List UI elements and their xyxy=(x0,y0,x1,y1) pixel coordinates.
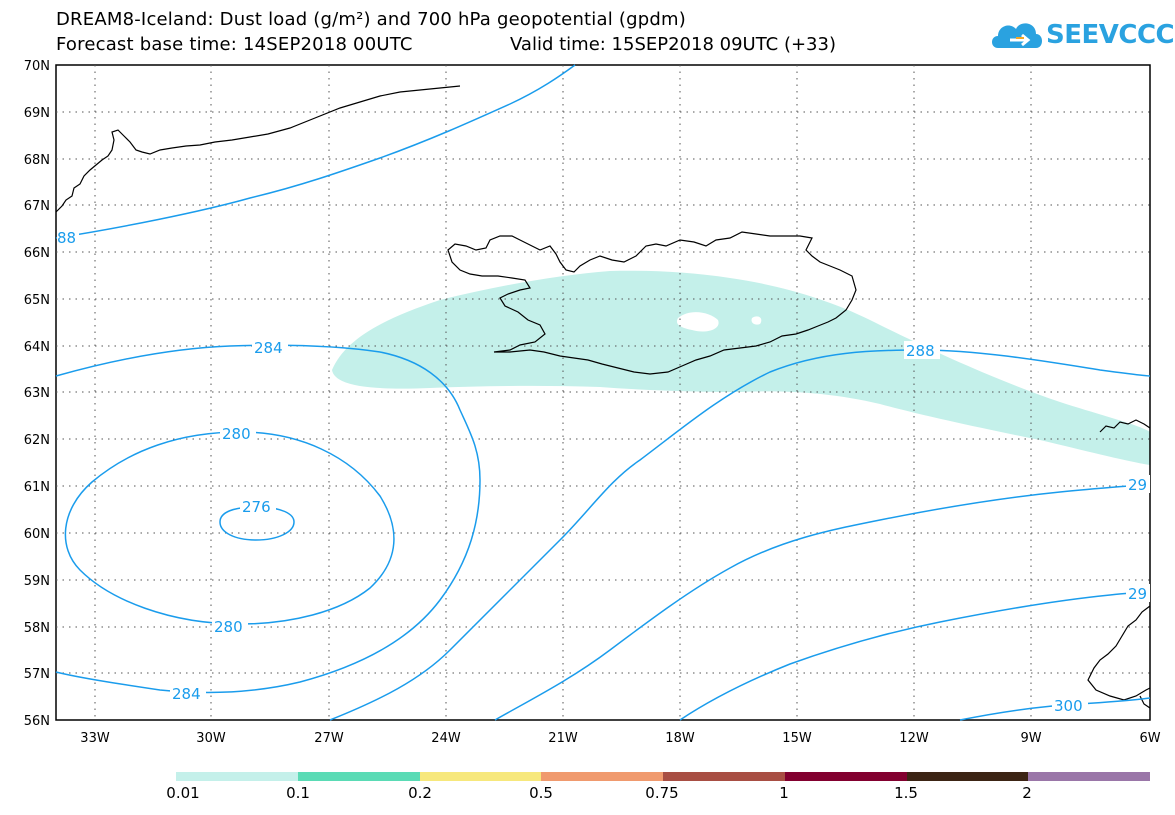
dust-region xyxy=(332,270,1150,465)
legend-tick: 0.01 xyxy=(166,784,200,802)
lat-label: 69N xyxy=(24,106,50,121)
map-title: DREAM8-Iceland: Dust load (g/m²) and 700… xyxy=(56,9,686,30)
coastline-scotland xyxy=(1087,605,1151,701)
latitude-labels: 70N 69N 68N 67N 66N 65N 64N 63N 62N 61N … xyxy=(24,59,50,729)
legend-tick: 0.2 xyxy=(408,784,432,802)
lat-label: 59N xyxy=(24,574,50,589)
lon-label: 27W xyxy=(314,731,344,746)
lon-label: 33W xyxy=(80,731,110,746)
legend-segment xyxy=(1028,772,1150,781)
lat-label: 62N xyxy=(24,433,50,448)
legend-tick: 0.1 xyxy=(286,784,310,802)
contour-280 xyxy=(64,431,395,625)
legend-tick: 0.75 xyxy=(645,784,679,802)
valid-time: Valid time: 15SEP2018 09UTC (+33) xyxy=(510,34,836,55)
contour-label-280-bottom: 280 xyxy=(214,618,243,636)
legend-colorbar xyxy=(176,772,1150,781)
contour-284 xyxy=(55,344,481,694)
legend-segment xyxy=(176,772,298,781)
legend-tick: 1.5 xyxy=(894,784,918,802)
contour-288-mid xyxy=(329,349,1151,721)
forecast-base-time: Forecast base time: 14SEP2018 00UTC xyxy=(56,34,413,55)
lon-label: 24W xyxy=(431,731,461,746)
coastline-faroe xyxy=(1099,419,1151,433)
lon-label: 9W xyxy=(1020,731,1041,746)
legend-tick: 1 xyxy=(779,784,789,802)
lon-label: 18W xyxy=(665,731,695,746)
legend-segment xyxy=(541,772,663,781)
coastlines xyxy=(55,85,1151,709)
lat-label: 68N xyxy=(24,153,50,168)
legend-segment xyxy=(297,772,420,781)
contour-276 xyxy=(219,506,295,541)
legend-tick: 2 xyxy=(1022,784,1032,802)
lat-label: 65N xyxy=(24,293,50,308)
lon-label: 21W xyxy=(548,731,578,746)
contour-label-284-bottom: 284 xyxy=(172,685,201,703)
longitude-labels: 33W 30W 27W 24W 21W 18W 15W 12W 9W 6W xyxy=(80,731,1160,746)
lat-label: 56N xyxy=(24,714,50,729)
contour-label-29-b: 29 xyxy=(1128,585,1147,603)
contour-label-276: 276 xyxy=(242,498,271,516)
lon-label: 30W xyxy=(196,731,226,746)
contour-label-300: 300 xyxy=(1054,697,1083,715)
lat-label: 57N xyxy=(24,667,50,682)
lon-label: 15W xyxy=(782,731,812,746)
contour-label-88: 88 xyxy=(57,229,76,247)
lat-label: 70N xyxy=(24,59,50,74)
contour-292-b xyxy=(679,591,1151,721)
cloud-icon xyxy=(992,23,1042,48)
legend-segment xyxy=(784,772,907,781)
lat-label: 67N xyxy=(24,199,50,214)
contour-label-288: 288 xyxy=(906,342,935,360)
contour-label-280: 280 xyxy=(222,425,251,443)
lon-label: 6W xyxy=(1139,731,1160,746)
dust-gap xyxy=(751,316,762,325)
logo-text: SEEVCCC xyxy=(1046,20,1175,50)
legend-segment xyxy=(663,772,785,781)
contour-292-a xyxy=(494,483,1151,721)
lat-label: 61N xyxy=(24,480,50,495)
dust-gap xyxy=(676,312,719,332)
contour-label-284: 284 xyxy=(254,339,283,357)
legend-segment xyxy=(419,772,542,781)
coastline-greenland xyxy=(55,85,461,213)
lat-label: 60N xyxy=(24,527,50,542)
contour-288-top xyxy=(55,64,576,239)
lon-label: 12W xyxy=(899,731,929,746)
lat-label: 63N xyxy=(24,386,50,401)
legend-segment xyxy=(906,772,1029,781)
seevccc-logo: SEEVCCC xyxy=(988,16,1175,56)
coastline-iceland xyxy=(447,231,857,375)
lat-label: 66N xyxy=(24,246,50,261)
contour-label-29-a: 29 xyxy=(1128,476,1147,494)
lat-label: 64N xyxy=(24,340,50,355)
lat-label: 58N xyxy=(24,621,50,636)
contour-labels: 284 280 276 280 284 288 29 29 300 88 xyxy=(57,229,1150,715)
legend-tick: 0.5 xyxy=(529,784,553,802)
